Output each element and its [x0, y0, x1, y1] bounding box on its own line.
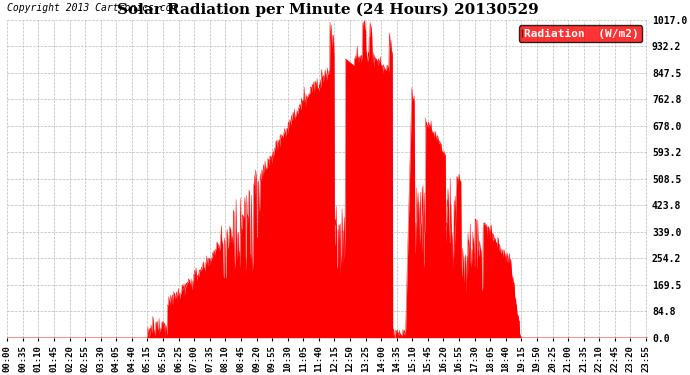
Legend: Radiation  (W/m2): Radiation (W/m2) [519, 25, 642, 42]
Text: Copyright 2013 Cartronics.com: Copyright 2013 Cartronics.com [8, 3, 177, 13]
Title: Solar Radiation per Minute (24 Hours) 20130529: Solar Radiation per Minute (24 Hours) 20… [117, 3, 538, 17]
